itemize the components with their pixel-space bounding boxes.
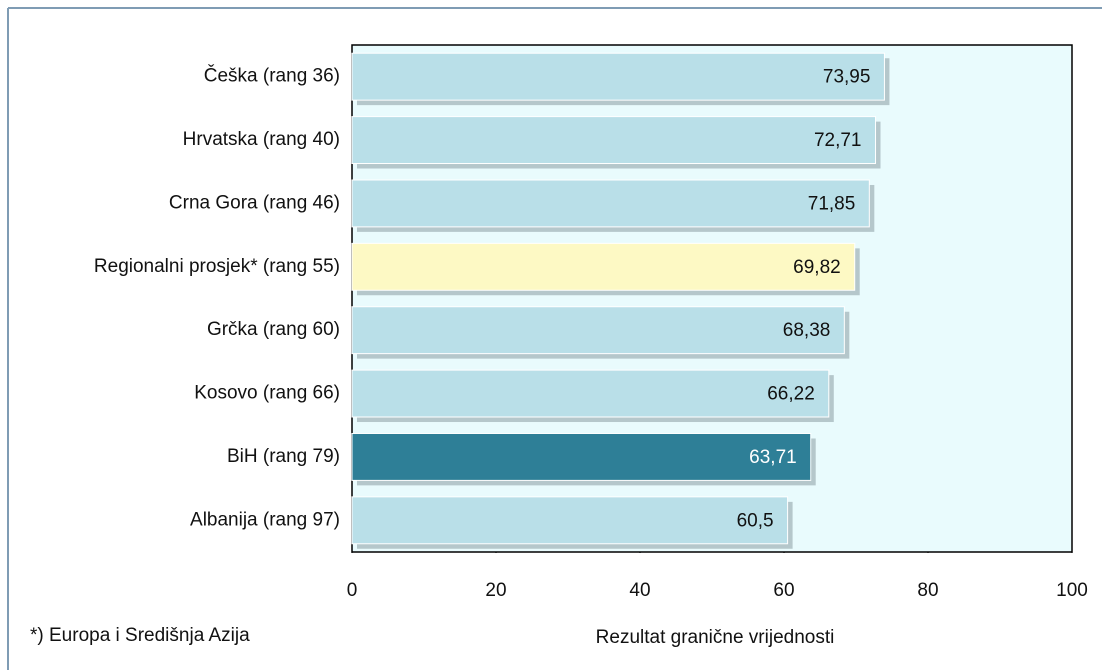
- y-tick-label: Češka (rang 36): [204, 65, 340, 87]
- value-label: 68,38: [783, 320, 831, 341]
- x-tick-label: 0: [347, 580, 358, 601]
- bar: [351, 432, 812, 481]
- footnote: *) Europa i Središnja Azija: [30, 625, 250, 646]
- y-tick-label: Crna Gora (rang 46): [169, 192, 340, 213]
- y-tick-label: Grčka (rang 60): [207, 319, 340, 340]
- bar: [351, 116, 877, 165]
- y-tick-label: Regionalni prosjek* (rang 55): [94, 256, 340, 277]
- x-tick-label: 40: [629, 580, 650, 601]
- x-tick-label: 100: [1056, 580, 1088, 601]
- y-tick-label: BiH (rang 79): [227, 446, 340, 467]
- bar: [351, 179, 870, 228]
- y-tick-label: Kosovo (rang 66): [194, 383, 340, 404]
- value-label: 71,85: [808, 193, 856, 214]
- value-label: 63,71: [749, 447, 797, 468]
- bar: [351, 242, 856, 291]
- y-tick-label: Albanija (rang 97): [190, 509, 340, 530]
- value-label: 73,95: [823, 67, 871, 88]
- bar: [351, 52, 885, 101]
- value-label: 72,71: [814, 130, 862, 151]
- bar: [351, 306, 845, 355]
- y-tick-label: Hrvatska (rang 40): [183, 129, 340, 150]
- x-tick-label: 60: [773, 580, 794, 601]
- value-label: 66,22: [767, 384, 815, 405]
- value-label: 60,5: [737, 510, 774, 531]
- bar: [351, 369, 830, 418]
- bar: [351, 496, 789, 545]
- x-axis-label: Rezultat granične vrijednosti: [596, 627, 835, 648]
- value-label: 69,82: [793, 257, 841, 278]
- x-tick-label: 20: [485, 580, 506, 601]
- x-tick-label: 80: [917, 580, 938, 601]
